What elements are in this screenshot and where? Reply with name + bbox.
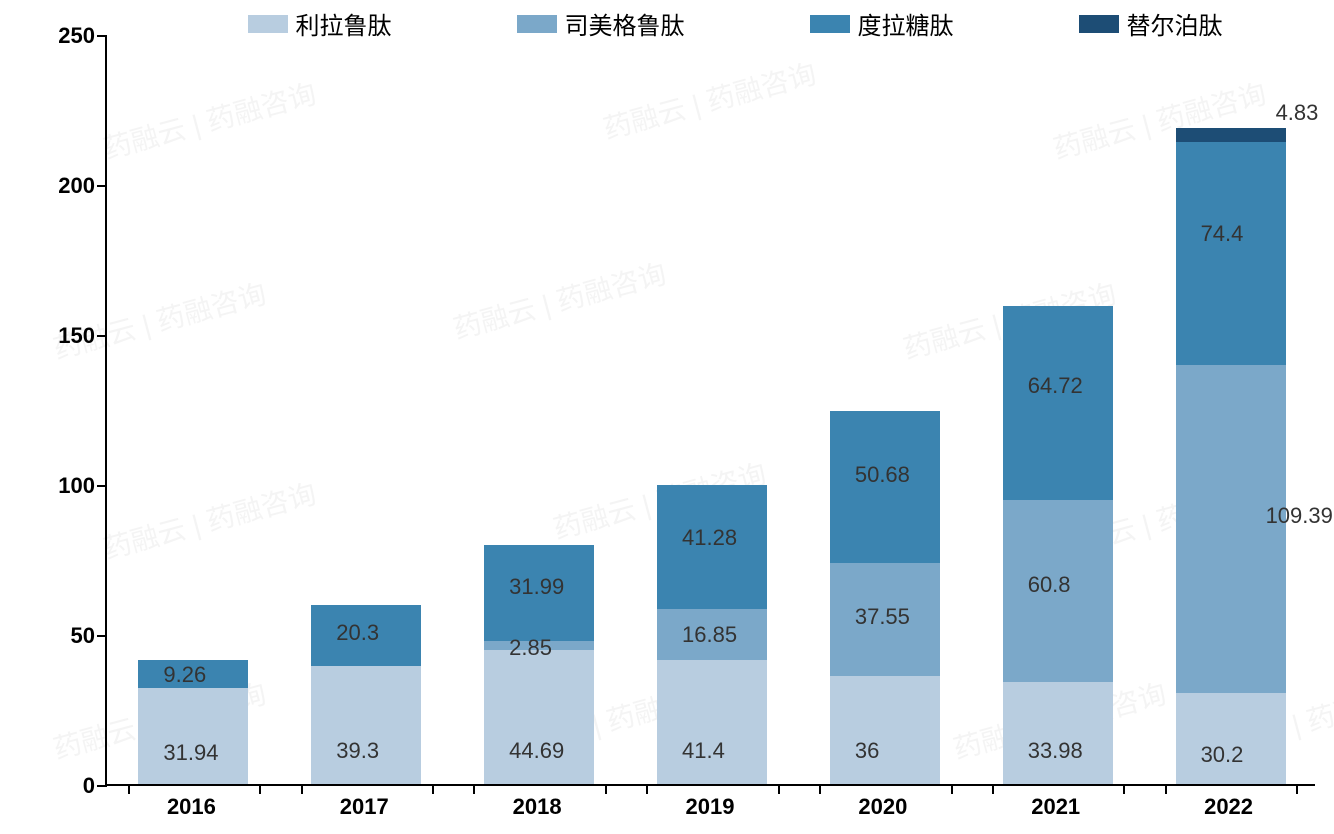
data-label: 60.8 [1028,572,1071,598]
x-tick [301,784,303,794]
data-label: 37.55 [855,604,910,630]
bar-segment [1176,693,1286,784]
legend-swatch [810,15,850,33]
x-tick [605,784,607,794]
x-axis-label: 2017 [340,794,389,820]
y-tick [97,185,107,187]
bar-segment [830,676,940,784]
x-axis-label: 2019 [686,794,735,820]
legend-swatch [517,15,557,33]
y-axis-label: 250 [58,23,95,49]
x-tick [259,784,261,794]
data-label: 30.2 [1201,742,1244,768]
bar-segment [1003,306,1113,500]
x-tick [992,784,994,794]
chart-container: 利拉鲁肽司美格鲁肽度拉糖肽替尔泊肽 31.949.2639.320.344.69… [105,36,1315,786]
legend-swatch [248,15,288,33]
data-label: 4.83 [1276,100,1319,126]
data-label: 36 [855,738,879,764]
data-label: 16.85 [682,622,737,648]
x-tick [128,784,130,794]
x-axis-label: 2018 [513,794,562,820]
data-label: 2.85 [509,635,552,661]
x-tick [473,784,475,794]
y-axis-label: 200 [58,173,95,199]
y-axis-label: 100 [58,473,95,499]
plot-area: 31.94 9.26 39.3 20.3 44.69 2.85 31.99 41.4 16.85… [105,36,1315,786]
data-label: 20.3 [336,620,379,646]
x-tick [951,784,953,794]
y-axis-label: 50 [71,623,95,649]
bar-segment [1176,128,1286,142]
legend-swatch [1079,15,1119,33]
x-axis-label: 2020 [858,794,907,820]
data-label: 50.68 [855,462,910,488]
y-tick [97,485,107,487]
x-tick [1123,784,1125,794]
data-label: 44.69 [509,738,564,764]
data-label: 64.72 [1028,373,1083,399]
bar-segment [311,666,421,784]
y-tick [97,35,107,37]
data-label: 31.94 [163,740,218,766]
data-label: 9.26 [163,662,206,688]
bar-segment [1003,682,1113,784]
x-tick [1296,784,1298,794]
data-label: 41.28 [682,525,737,551]
bar-segment [138,688,248,784]
data-label: 31.99 [509,574,564,600]
data-label: 39.3 [336,738,379,764]
data-label: 33.98 [1028,738,1083,764]
y-axis-label: 150 [58,323,95,349]
bar-segment [657,660,767,784]
x-tick [819,784,821,794]
x-axis-label: 2022 [1204,794,1253,820]
y-tick [97,335,107,337]
y-tick [97,635,107,637]
y-tick [97,785,107,787]
data-label: 41.4 [682,738,725,764]
x-tick [1165,784,1167,794]
data-label: 109.39 [1266,503,1333,529]
y-axis-label: 0 [83,773,95,799]
bar-segment [1176,365,1286,693]
x-tick [646,784,648,794]
x-axis-label: 2016 [167,794,216,820]
bar-segment [1176,142,1286,365]
x-axis-label: 2021 [1031,794,1080,820]
x-tick [432,784,434,794]
x-tick [778,784,780,794]
data-label: 74.4 [1201,221,1244,247]
